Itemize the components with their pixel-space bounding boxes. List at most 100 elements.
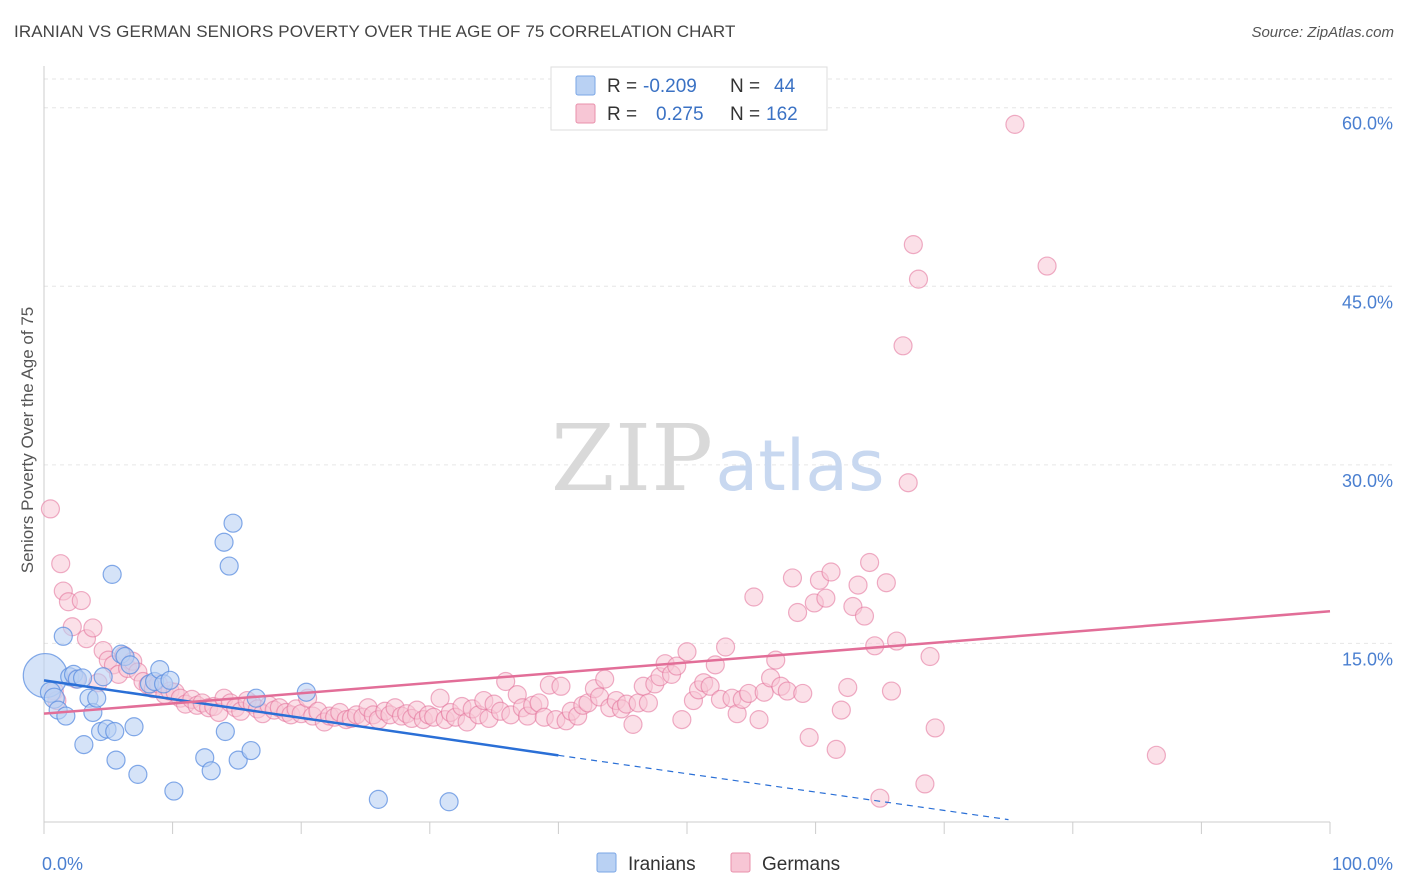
legend-label-iranians: Iranians [628, 854, 696, 875]
legend-n-value: 44 [774, 76, 796, 97]
data-point-germans [40, 499, 61, 519]
data-point-germans [848, 575, 868, 595]
source-label: Source: ZipAtlas.com [1251, 24, 1394, 41]
y-tick-label: 45.0% [1342, 292, 1393, 312]
data-point-germans [744, 587, 764, 607]
data-point-germans [816, 588, 836, 608]
data-point-iranians [160, 670, 180, 690]
data-point-germans [1146, 745, 1166, 765]
y-tick-labels: 15.0% 30.0% 45.0% 60.0% [1342, 114, 1393, 670]
data-point-germans [623, 714, 643, 734]
data-point-germans [51, 554, 71, 574]
data-point-germans [71, 590, 91, 611]
chart-title: IRANIAN VS GERMAN SENIORS POVERTY OVER T… [14, 22, 736, 41]
data-point-germans [925, 718, 945, 738]
data-point-germans [898, 473, 918, 493]
data-point-germans [700, 676, 720, 696]
y-tick-label: 60.0% [1342, 114, 1393, 134]
legend-swatch-iranians [575, 75, 596, 96]
data-point-germans [551, 676, 571, 696]
data-point-germans [667, 656, 687, 676]
trend-line-iranians-extension [558, 754, 1009, 821]
data-point-germans [782, 568, 803, 588]
data-point-iranians [105, 721, 125, 742]
watermark-zip: ZIP [551, 405, 713, 512]
series-iranians [22, 513, 459, 812]
correlation-legend: R = -0.209 N = 44 R = 0.275 N = 162 [550, 66, 828, 131]
data-point-germans [677, 642, 697, 662]
legend-r-value: -0.209 [643, 76, 697, 97]
trend-lines [43, 610, 1331, 821]
legend-frame [550, 66, 828, 131]
data-point-iranians [128, 764, 148, 784]
data-point-iranians [164, 781, 184, 801]
x-tick-labels: 0.0% 100.0% [42, 854, 1393, 874]
data-point-iranians [102, 564, 122, 584]
data-point-germans [854, 606, 875, 626]
data-point-germans [1037, 256, 1057, 276]
data-point-iranians [201, 761, 221, 781]
legend-n-value: 162 [766, 104, 798, 125]
data-point-iranians [120, 655, 140, 675]
data-point-germans [821, 562, 841, 582]
y-tick-label: 30.0% [1342, 471, 1393, 491]
data-point-germans [83, 618, 103, 638]
data-point-germans [860, 552, 880, 573]
data-point-germans [908, 269, 929, 289]
data-point-iranians [87, 688, 107, 708]
data-point-iranians [223, 513, 243, 533]
data-point-iranians [219, 556, 239, 576]
trend-line-germans [43, 610, 1331, 715]
data-point-iranians [106, 750, 126, 770]
data-point-germans [672, 710, 692, 730]
data-point-iranians [124, 717, 144, 737]
legend-r-label: R = [607, 76, 637, 97]
data-point-iranians [368, 789, 388, 809]
data-point-iranians [228, 750, 248, 770]
legend-swatch-germans [575, 103, 596, 124]
legend-r-label: R = [607, 104, 637, 125]
data-point-iranians [53, 626, 73, 646]
data-point-germans [831, 700, 851, 720]
data-point-germans [826, 739, 846, 759]
legend-n-label: N = [730, 76, 760, 97]
data-point-iranians [56, 706, 76, 726]
data-point-germans [838, 677, 858, 698]
x-tick-label: 100.0% [1332, 854, 1393, 874]
data-point-germans [799, 727, 819, 748]
data-point-germans [1005, 114, 1025, 134]
data-point-germans [870, 788, 890, 808]
legend-r-value: 0.275 [656, 104, 704, 125]
series-legend: Iranians Germans [596, 852, 840, 875]
data-point-germans [903, 235, 923, 255]
data-point-iranians [215, 721, 235, 742]
data-point-iranians [214, 532, 234, 552]
grid-lines [44, 78, 1395, 644]
data-point-germans [430, 688, 450, 708]
data-point-iranians [74, 735, 94, 755]
legend-n-label: N = [730, 104, 760, 125]
x-tick-label: 0.0% [42, 854, 83, 874]
data-point-germans [595, 669, 615, 689]
legend-swatch-germans [730, 852, 751, 873]
y-tick-label: 15.0% [1342, 649, 1393, 669]
watermark: ZIP atlas [551, 405, 885, 512]
legend-label-germans: Germans [762, 854, 840, 875]
data-point-germans [893, 336, 913, 356]
data-point-germans [715, 637, 736, 657]
data-point-iranians [93, 667, 113, 687]
legend-swatch-iranians [596, 852, 617, 873]
axes [43, 66, 1331, 834]
data-point-germans [749, 710, 769, 730]
trend-line-iranians [43, 679, 559, 757]
data-point-iranians [439, 792, 459, 812]
data-point-germans [638, 693, 659, 713]
data-point-germans [876, 573, 896, 593]
data-point-germans [793, 683, 813, 704]
watermark-atlas: atlas [715, 425, 884, 507]
data-point-iranians [241, 740, 261, 761]
data-point-germans [915, 774, 935, 794]
data-point-germans [920, 646, 940, 667]
data-point-germans [881, 681, 902, 701]
